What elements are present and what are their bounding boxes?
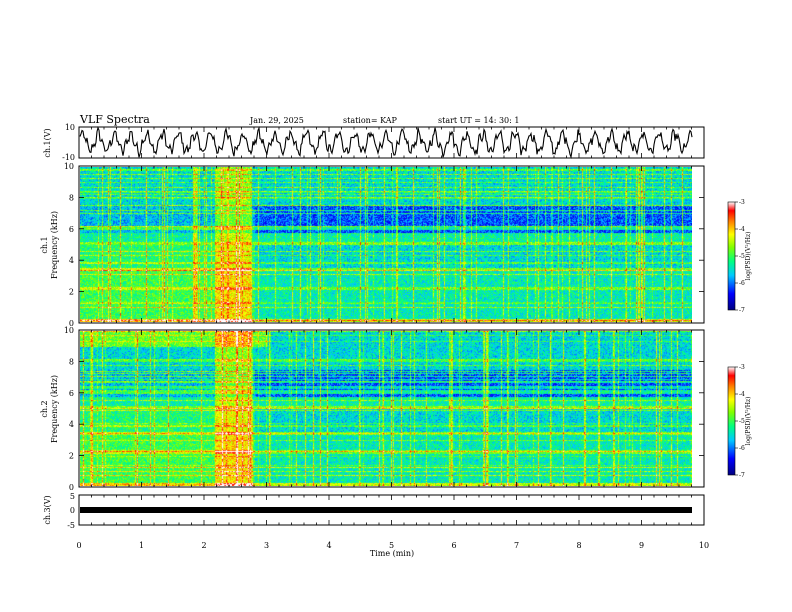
y-tick-label: 0 (69, 483, 74, 492)
x-tick-label: 8 (576, 541, 581, 550)
y-tick-label: 6 (69, 389, 74, 398)
x-axis-label: Time (min) (370, 549, 414, 558)
station-label: station= KAP (343, 116, 398, 125)
colorbar-tick-label: -3 (739, 364, 745, 371)
ch1-series-line (79, 126, 693, 159)
y-tick-label: 8 (69, 357, 74, 366)
ch3-series-band (80, 507, 692, 513)
ch1-ylabel: ch.1(V) (43, 128, 52, 157)
ch1-ytick-top: 10 (65, 123, 75, 132)
ch1-spec-ylabel-freq: Frequency (kHz) (50, 211, 59, 279)
y-tick-label: 10 (64, 162, 74, 171)
colorbar-tick-label: -4 (739, 226, 745, 233)
ch1-ytick-bottom: -10 (62, 153, 75, 162)
y-tick-label: 4 (69, 256, 74, 265)
ch1-colorbar: -3 -4 -5 -6 -7 log(PSD)(V²/Hz) (727, 199, 752, 314)
colorbar-tick-label: -5 (739, 418, 745, 425)
x-tick-label: 9 (639, 541, 644, 550)
ch1-spectrogram-image (80, 167, 692, 322)
ch1-colorbar-label: log(PSD)(V²/Hz) (745, 232, 752, 281)
ch2-spectrogram-panel: 0 2 4 6 8 10 ch.2 Frequency (kHz) (40, 326, 705, 492)
colorbar-tick-label: -6 (739, 280, 745, 287)
x-tick-label: 1 (139, 541, 144, 550)
ch1-waveform-panel: 10 -10 ch.1(V) (43, 123, 705, 162)
ch3-ytick-top: 5 (70, 492, 75, 501)
ch3-waveform-panel: 5 0 -5 ch.3(V) (43, 492, 705, 530)
x-tick-label: 2 (201, 541, 206, 550)
colorbar-tick-label: -6 (739, 445, 745, 452)
ch2-spectrogram-image (80, 331, 692, 486)
figure-title: VLF Spectra (79, 113, 150, 126)
colorbar-tick-label: -7 (739, 307, 745, 314)
x-tick-label: 5 (389, 541, 394, 550)
ch3-ylabel: ch.3(V) (43, 495, 52, 524)
colorbar-tick-label: -4 (739, 391, 745, 398)
ch3-ytick-mid: 0 (70, 506, 75, 515)
y-tick-label: 10 (64, 326, 74, 335)
colorbar-tick-label: -7 (739, 472, 745, 479)
y-tick-label: 0 (69, 319, 74, 328)
x-tick-labels: 0 1 2 3 4 5 6 7 8 9 10 (76, 541, 709, 550)
x-tick-label: 0 (76, 541, 81, 550)
x-tick-label: 4 (326, 541, 331, 550)
y-tick-label: 8 (69, 193, 74, 202)
ch2-colorbar: -3 -4 -5 -6 -7 log(PSD)(V²/Hz) (727, 364, 752, 479)
start-time-label: start UT = 14: 30: 1 (438, 116, 519, 125)
date-label: Jan. 29, 2025 (249, 116, 304, 125)
x-tick-label: 3 (264, 541, 269, 550)
ch2-colorbar-label: log(PSD)(V²/Hz) (745, 397, 752, 446)
colorbar-tick-label: -3 (739, 199, 745, 206)
y-tick-label: 6 (69, 225, 74, 234)
ch1-spec-ylabel: ch.1 (40, 236, 49, 253)
x-tick-label: 7 (514, 541, 519, 550)
ch3-ytick-bottom: -5 (67, 521, 75, 530)
x-tick-label: 6 (451, 541, 456, 550)
ch1-spectrogram-panel: 0 2 4 6 8 10 ch.1 Frequency (kHz) (40, 162, 705, 328)
y-tick-label: 2 (69, 288, 74, 297)
x-tick-label: 10 (699, 541, 709, 550)
y-tick-label: 2 (69, 452, 74, 461)
colorbar-tick-label: -5 (739, 253, 745, 260)
y-tick-label: 4 (69, 420, 74, 429)
ch2-spec-ylabel-freq: Frequency (kHz) (50, 375, 59, 443)
ch2-spec-ylabel: ch.2 (40, 400, 49, 417)
